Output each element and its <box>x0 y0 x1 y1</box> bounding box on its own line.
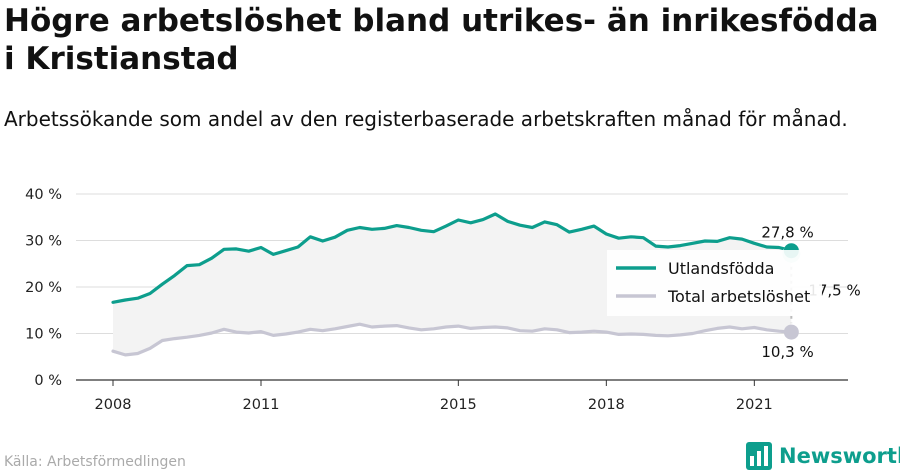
x-tick-label: 2011 <box>243 397 280 413</box>
y-tick-label: 0 % <box>34 373 62 389</box>
total-end-label: 10,3 % <box>761 343 813 361</box>
y-axis: 0 % 10 % 20 % 30 % 40 % <box>25 187 62 389</box>
x-tick-label: 2008 <box>95 397 132 413</box>
legend: Utlandsfödda Total arbetslöshet <box>607 250 822 316</box>
chart-subtitle: Arbetssökande som andel av den registerb… <box>4 107 848 131</box>
brand-logo: Newsworthy <box>746 442 900 470</box>
brand-name: Newsworthy <box>779 444 900 468</box>
x-axis: 2008 2011 2015 2018 2021 <box>76 379 848 413</box>
foreign-end-label: 27,8 % <box>761 224 813 242</box>
x-tick-label: 2018 <box>588 397 625 413</box>
x-tick-label: 2015 <box>440 397 477 413</box>
series-lines <box>111 212 793 357</box>
legend-background <box>607 250 822 316</box>
gap-band <box>113 214 792 355</box>
series-line-foreign <box>111 212 793 304</box>
chart-title: Högre arbetslöshet bland utrikes- än inr… <box>4 3 879 77</box>
total-end-marker <box>783 324 799 340</box>
x-tick-label: 2021 <box>736 397 773 413</box>
series-line-total <box>111 322 793 357</box>
legend-label: Total arbetslöshet <box>667 287 810 306</box>
y-tick-label: 30 % <box>25 234 62 250</box>
y-tick-label: 20 % <box>25 280 62 296</box>
line-chart: 2008 2011 2015 2018 2021 0 % 10 % 20 % 30 % 40 %… <box>25 187 861 413</box>
legend-label: Utlandsfödda <box>668 259 774 278</box>
source-note: Källa: Arbetsförmedlingen <box>4 454 186 470</box>
y-tick-label: 10 % <box>25 327 62 343</box>
y-tick-label: 40 % <box>25 187 62 203</box>
newsworthy-logo-icon <box>746 442 772 470</box>
